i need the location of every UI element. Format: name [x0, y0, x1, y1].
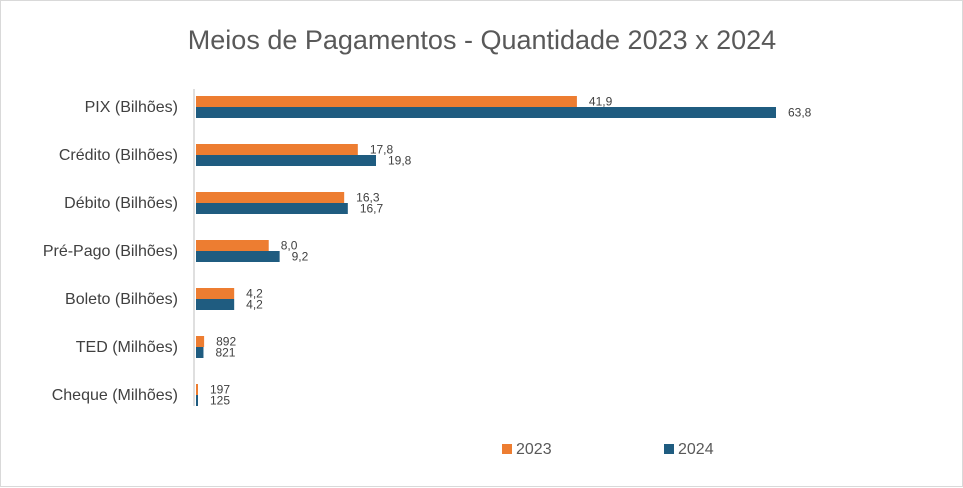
bar-2024	[196, 251, 280, 262]
chart-title: Meios de Pagamentos - Quantidade 2023 x …	[188, 25, 776, 55]
data-label: 63,8	[788, 106, 812, 120]
data-label: 892	[216, 335, 236, 349]
legend-swatch	[664, 444, 674, 454]
category-label: PIX (Bilhões)	[85, 99, 178, 116]
data-label: 17,8	[370, 143, 394, 157]
bar-2023	[196, 288, 235, 299]
data-label: 4,2	[246, 287, 263, 301]
data-label: 19,8	[388, 154, 412, 168]
data-label: 41,9	[589, 95, 613, 109]
bar-2024	[196, 107, 776, 118]
bar-2023	[196, 192, 345, 203]
data-label: 197	[210, 383, 230, 397]
data-label: 8,0	[281, 239, 298, 253]
labels-group: PIX (Bilhões) 41,9 63,8 Crédito (Bilhões) 17…	[43, 95, 812, 408]
bar-2024	[196, 395, 198, 406]
category-label: Boleto (Bilhões)	[65, 291, 178, 308]
category-label: Pré-Pago (Bilhões)	[43, 243, 178, 260]
data-label: 821	[215, 346, 235, 360]
bar-2023	[196, 384, 198, 395]
data-label: 125	[210, 394, 230, 408]
bar-2024	[196, 347, 204, 358]
data-label: 4,2	[246, 298, 263, 312]
bar-2023	[196, 144, 358, 155]
data-label: 9,2	[292, 250, 309, 264]
bar-2024	[196, 155, 376, 166]
category-label: Débito (Bilhões)	[64, 195, 178, 212]
legend-label: 2023	[516, 441, 552, 458]
category-label: TED (Milhões)	[76, 339, 178, 356]
bar-2024	[196, 299, 235, 310]
category-label: Crédito (Bilhões)	[59, 147, 178, 164]
bar-2024	[196, 203, 348, 214]
legend: 2023 2024	[502, 441, 714, 458]
category-label: Cheque (Milhões)	[52, 387, 178, 404]
bar-2023	[196, 240, 269, 251]
bar-2023	[196, 96, 577, 107]
data-label: 16,3	[356, 191, 380, 205]
legend-swatch	[502, 444, 512, 454]
bar-2023	[196, 336, 205, 347]
legend-label: 2024	[678, 441, 714, 458]
bars-group	[196, 96, 776, 406]
data-label: 16,7	[360, 202, 384, 216]
